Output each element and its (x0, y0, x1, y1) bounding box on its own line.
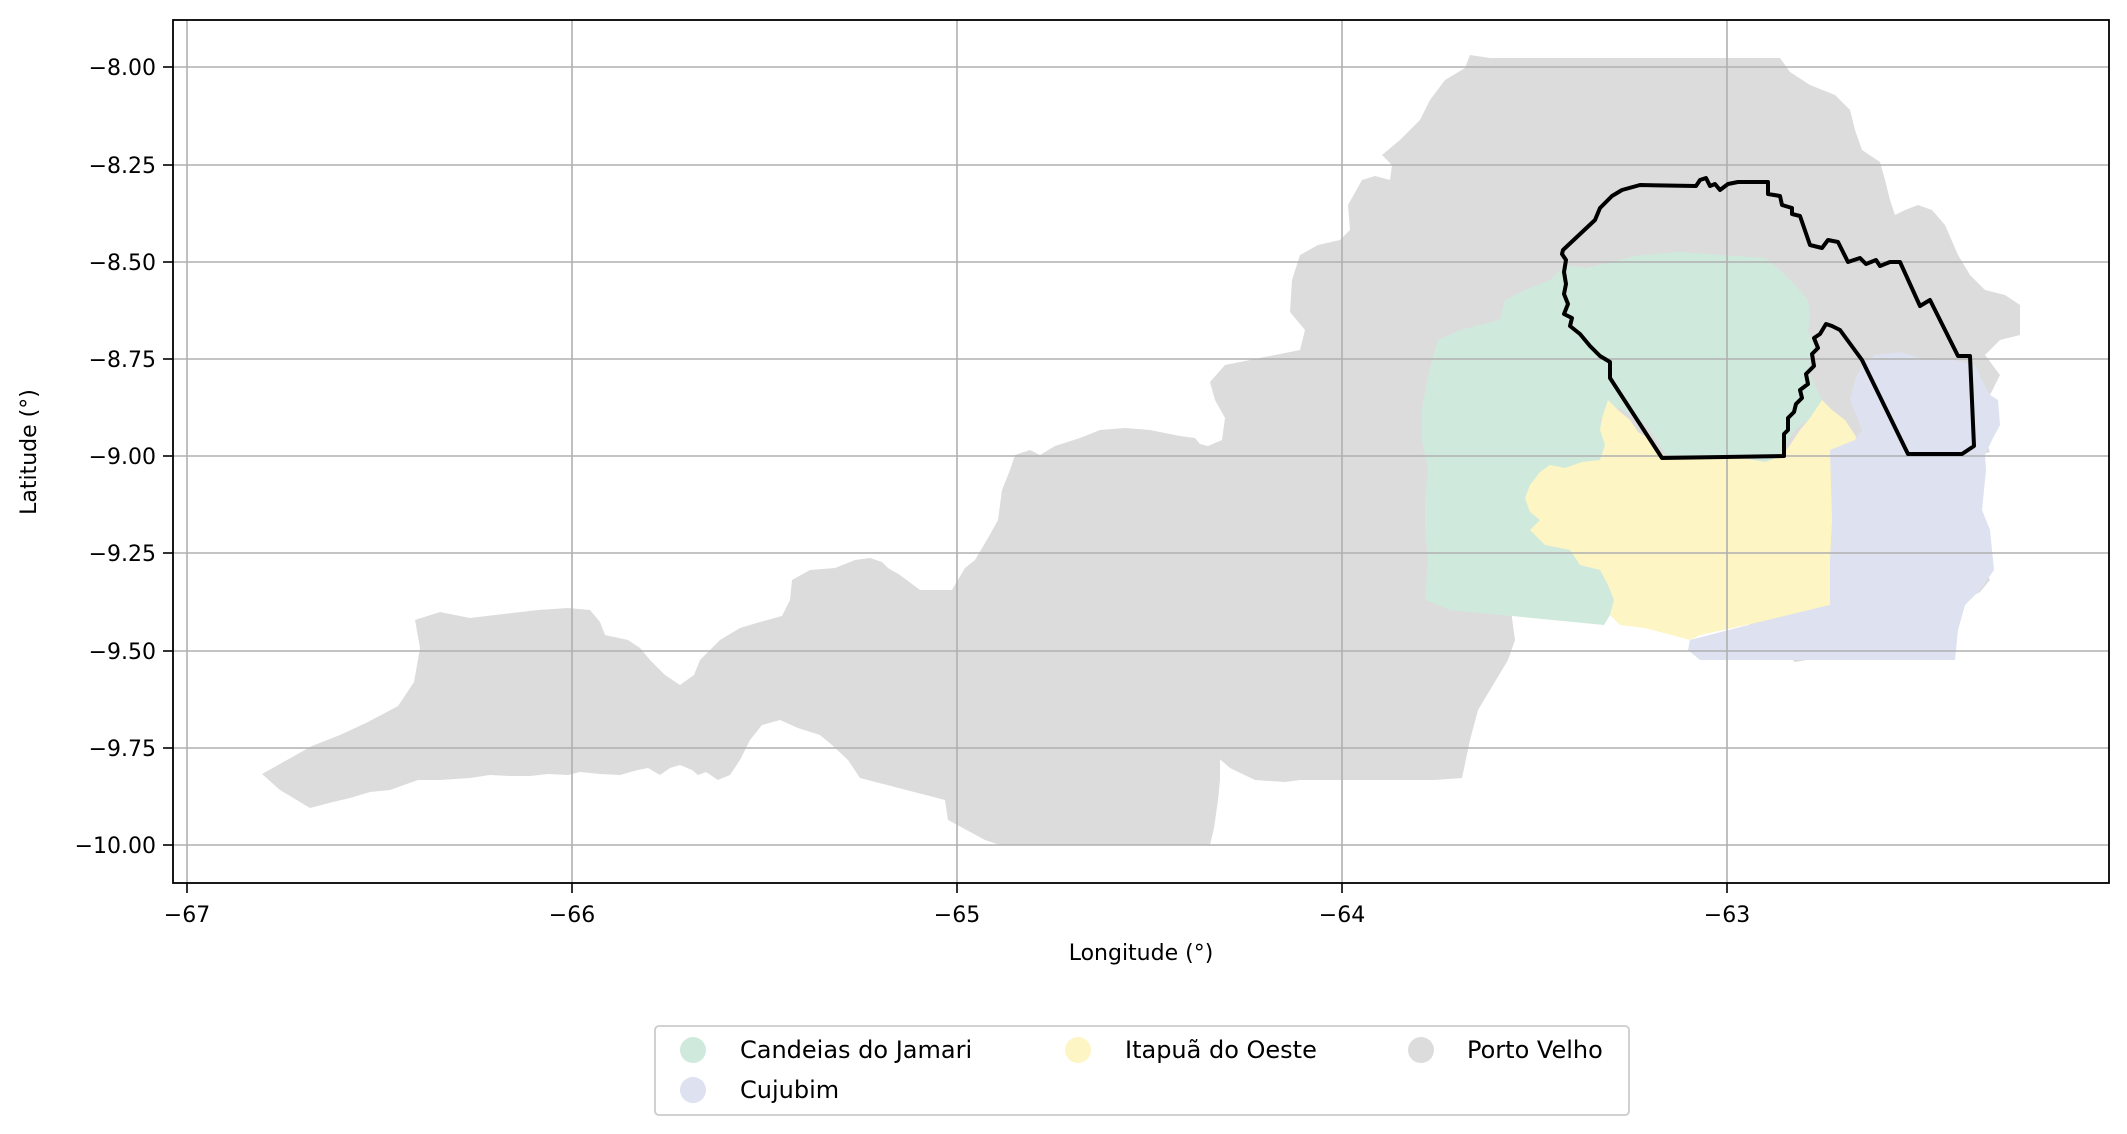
legend-item-cujubim: Cujubim (680, 1076, 839, 1104)
region-itapua-do-oeste (1525, 400, 1865, 640)
y-tick-label: −8.75 (89, 348, 156, 373)
y-tick-label: −8.50 (89, 251, 156, 276)
x-tick-label: −64 (1319, 903, 1365, 928)
y-tick-label: −10.00 (75, 834, 156, 859)
region-porto-velho (262, 55, 2020, 845)
x-tick-label: −66 (549, 903, 595, 928)
x-tick-label: −67 (164, 903, 210, 928)
legend-marker-icon (1065, 1037, 1091, 1063)
legend-box (654, 1025, 1630, 1116)
y-ticks (163, 66, 173, 846)
region-cujubim (1688, 352, 2000, 660)
area-outline (1560, 176, 1976, 460)
legend-marker-icon (680, 1077, 706, 1103)
y-tick-label: −9.00 (89, 445, 156, 470)
legend-label: Itapuã do Oeste (1125, 1036, 1317, 1064)
legend-marker-icon (680, 1037, 706, 1063)
regions-layer (262, 55, 2020, 845)
legend-marker-icon (1408, 1037, 1434, 1063)
x-ticks (186, 883, 1728, 893)
legend-item-candeias: Candeias do Jamari (680, 1036, 972, 1064)
region-candeias-do-jamari (1422, 252, 1822, 625)
plot-frame (172, 19, 2110, 884)
y-tick-label: −8.25 (89, 154, 156, 179)
legend-label: Candeias do Jamari (740, 1036, 972, 1064)
legend-item-porto-velho: Porto Velho (1408, 1036, 1603, 1064)
x-tick-label: −63 (1704, 903, 1750, 928)
legend: Candeias do Jamari Itapuã do Oeste Porto… (654, 1025, 1630, 1116)
x-tick-labels: −67 −66 −65 −64 −63 (164, 903, 1750, 928)
y-axis-label: Latitude (°) (17, 389, 42, 515)
legend-label: Cujubim (740, 1076, 839, 1104)
x-axis-label: Longitude (°) (1069, 941, 1214, 966)
y-tick-label: −8.00 (89, 56, 156, 81)
y-tick-labels: −8.00 −8.25 −8.50 −8.75 −9.00 −9.25 −9.5… (75, 56, 156, 859)
legend-item-itapua: Itapuã do Oeste (1065, 1036, 1317, 1064)
legend-label: Porto Velho (1467, 1036, 1603, 1064)
x-tick-label: −65 (934, 903, 980, 928)
y-tick-label: −9.50 (89, 640, 156, 665)
grid-lines (173, 20, 2109, 883)
y-tick-label: −9.75 (89, 737, 156, 762)
y-tick-label: −9.25 (89, 542, 156, 567)
